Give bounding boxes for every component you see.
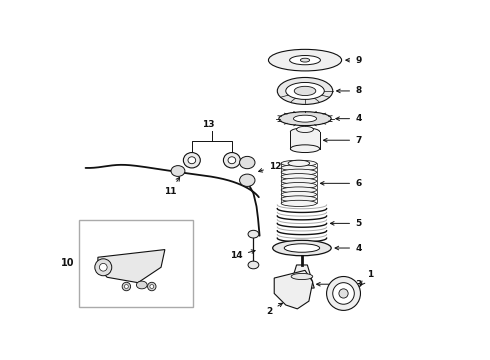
Text: 8: 8	[337, 86, 361, 95]
Ellipse shape	[95, 259, 112, 276]
Text: 6: 6	[320, 179, 361, 188]
Text: 7: 7	[323, 136, 362, 145]
Ellipse shape	[228, 157, 236, 164]
Ellipse shape	[291, 274, 313, 280]
Ellipse shape	[286, 82, 324, 99]
Ellipse shape	[339, 289, 348, 298]
Polygon shape	[290, 265, 314, 288]
Ellipse shape	[290, 55, 320, 65]
Ellipse shape	[279, 112, 331, 126]
Text: 14: 14	[230, 250, 255, 260]
Ellipse shape	[284, 244, 319, 252]
Polygon shape	[274, 270, 313, 309]
Text: 4: 4	[336, 114, 362, 123]
Text: 11: 11	[164, 177, 180, 195]
Polygon shape	[98, 249, 165, 283]
Text: 12: 12	[259, 162, 281, 172]
Ellipse shape	[171, 166, 185, 176]
Ellipse shape	[281, 169, 317, 175]
Ellipse shape	[273, 240, 331, 256]
Ellipse shape	[326, 276, 361, 310]
Ellipse shape	[281, 178, 317, 184]
Text: 4: 4	[335, 243, 362, 252]
Ellipse shape	[277, 77, 333, 104]
Ellipse shape	[269, 49, 342, 71]
Ellipse shape	[281, 174, 317, 180]
Ellipse shape	[281, 187, 317, 193]
Text: 9: 9	[346, 56, 362, 65]
Text: 10: 10	[61, 258, 75, 269]
Ellipse shape	[291, 128, 319, 136]
Ellipse shape	[300, 58, 310, 62]
Ellipse shape	[150, 285, 154, 288]
Ellipse shape	[294, 86, 316, 95]
Text: 13: 13	[202, 120, 215, 129]
Ellipse shape	[147, 282, 156, 291]
Ellipse shape	[240, 174, 255, 186]
Ellipse shape	[122, 282, 131, 291]
Ellipse shape	[240, 156, 255, 169]
Ellipse shape	[281, 165, 317, 171]
Bar	[79, 220, 194, 306]
Ellipse shape	[281, 196, 317, 202]
Text: 3: 3	[317, 280, 361, 289]
Ellipse shape	[281, 200, 317, 206]
Text: 5: 5	[330, 219, 361, 228]
Ellipse shape	[281, 183, 317, 189]
Text: 1: 1	[361, 270, 373, 285]
Ellipse shape	[248, 261, 259, 269]
Ellipse shape	[183, 153, 200, 168]
Ellipse shape	[333, 283, 354, 304]
Ellipse shape	[281, 160, 317, 166]
Bar	[291, 132, 319, 149]
Ellipse shape	[291, 145, 319, 153]
Ellipse shape	[124, 285, 128, 288]
Ellipse shape	[248, 230, 259, 238]
Ellipse shape	[281, 192, 317, 198]
Ellipse shape	[136, 281, 147, 289]
Ellipse shape	[223, 153, 241, 168]
Text: 2: 2	[267, 303, 283, 316]
Ellipse shape	[296, 126, 314, 132]
Ellipse shape	[294, 115, 317, 122]
Ellipse shape	[288, 160, 310, 166]
Ellipse shape	[99, 264, 107, 271]
Ellipse shape	[188, 157, 196, 164]
